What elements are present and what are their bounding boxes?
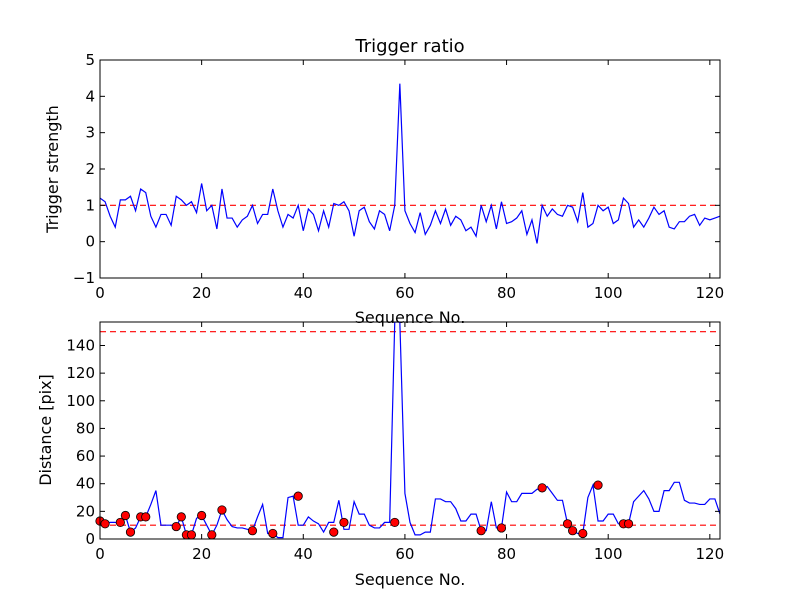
series-line (99, 83, 721, 244)
distance-chart: 0 20 40 60 80 100 120 0 20 40 60 80 100 120 140 Seque… (36, 321, 724, 589)
data-marker (120, 510, 131, 521)
data-marker (197, 510, 207, 521)
data-marker (623, 519, 634, 529)
y-tick-label: 2 (85, 160, 95, 178)
data-marker (141, 512, 151, 522)
x-tick-label: 60 (395, 284, 414, 302)
data-marker (568, 526, 578, 536)
x-ticks: 0 20 40 60 80 100 120 (95, 60, 724, 302)
y-ticks: −1 0 1 2 3 4 5 (73, 51, 720, 287)
y-tick-label: 100 (66, 392, 95, 410)
y-ticks: 0 20 40 60 80 100 120 140 (66, 336, 720, 548)
x-tick-label: 0 (95, 545, 105, 563)
x-tick-label: 0 (95, 284, 105, 302)
plot-frame (99, 321, 721, 540)
data-marker (537, 483, 547, 493)
data-marker (100, 519, 110, 529)
y-tick-label: 4 (85, 87, 95, 105)
y-tick-label: −1 (73, 269, 95, 287)
data-marker (176, 512, 186, 522)
y-axis-label: Trigger strength (43, 105, 62, 234)
y-tick-label: 140 (66, 336, 95, 354)
x-axis-label: Sequence No. (355, 308, 466, 327)
data-marker (562, 519, 573, 529)
data-marker (593, 480, 603, 490)
x-tick-label: 40 (294, 545, 313, 563)
data-marker (115, 517, 125, 528)
data-marker (293, 491, 303, 501)
data-marker (125, 527, 136, 537)
chart-title: Trigger ratio (354, 36, 464, 57)
data-marker (247, 526, 258, 536)
data-marker (476, 526, 486, 536)
x-tick-label: 80 (497, 284, 516, 302)
x-tick-label: 100 (594, 545, 623, 563)
data-marker (268, 528, 278, 539)
data-marker (207, 530, 217, 540)
threshold-lines (100, 331, 720, 526)
y-tick-label: 0 (85, 530, 95, 548)
data-marker (339, 517, 349, 528)
data-marker (171, 521, 181, 532)
marker-points (95, 480, 634, 540)
data-marker (329, 527, 339, 537)
x-ticks: 0 20 40 60 80 100 120 (95, 322, 724, 563)
x-tick-label: 20 (192, 284, 211, 302)
x-tick-label: 80 (497, 545, 516, 563)
data-marker (186, 530, 197, 540)
x-tick-label: 120 (696, 284, 725, 302)
y-tick-label: 80 (76, 419, 95, 437)
y-tick-label: 3 (85, 124, 95, 142)
data-marker (390, 517, 400, 528)
x-tick-label: 120 (696, 545, 725, 563)
x-axis-label: Sequence No. (355, 570, 466, 589)
y-tick-label: 0 (85, 233, 95, 251)
x-tick-label: 100 (594, 284, 623, 302)
data-marker (217, 505, 227, 515)
y-tick-label: 40 (76, 475, 95, 493)
series-lines (99, 83, 721, 244)
data-marker (496, 523, 507, 533)
y-tick-label: 5 (85, 51, 95, 69)
data-marker (578, 528, 588, 539)
y-tick-label: 60 (76, 447, 95, 465)
x-tick-label: 20 (192, 545, 211, 563)
x-tick-label: 40 (294, 284, 313, 302)
y-axis-label: Distance [pix] (36, 374, 55, 486)
y-tick-label: 20 (76, 502, 95, 520)
x-tick-label: 60 (395, 545, 414, 563)
y-tick-label: 120 (66, 364, 95, 382)
y-tick-label: 1 (85, 196, 95, 214)
